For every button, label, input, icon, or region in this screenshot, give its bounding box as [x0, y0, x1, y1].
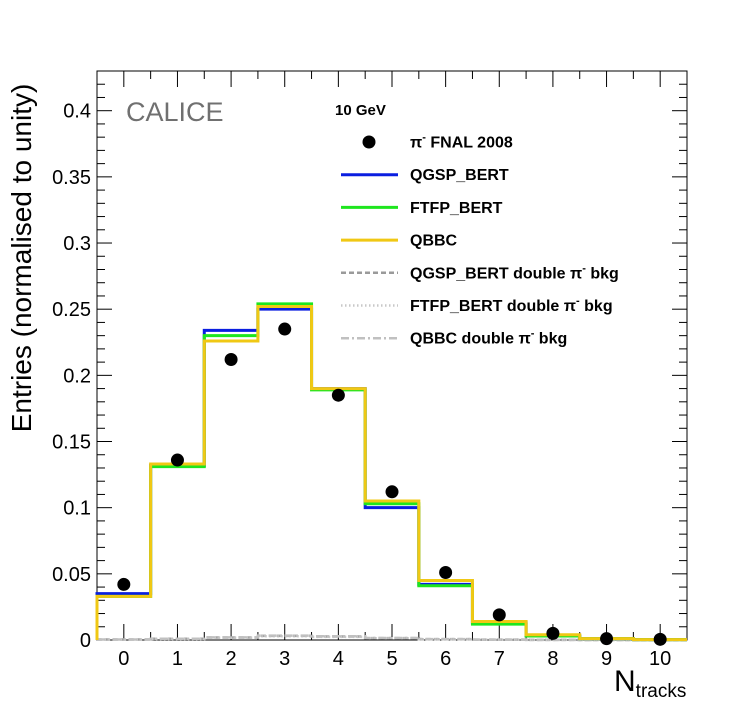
data-point	[278, 322, 292, 336]
legend-label-main: QGSP_BERT	[410, 167, 509, 184]
legend-entry: QBBC	[341, 233, 458, 250]
legend-label-main: QBBC double π	[410, 331, 531, 348]
legend-label-sup: -	[582, 262, 586, 274]
data-point	[117, 577, 131, 591]
data-points	[117, 322, 667, 646]
y-tick-label: 0.3	[63, 233, 91, 255]
legend-label-main: FTFP_BERT	[410, 200, 503, 217]
y-tick-label: 0.25	[52, 299, 91, 321]
legend-entry: FTFP_BERT double π- bkg	[341, 295, 613, 315]
legend-entry: QBBC double π- bkg	[341, 328, 567, 348]
y-tick-label: 0.05	[52, 564, 91, 586]
y-tick-label: 0.2	[63, 365, 91, 387]
y-tick-label: 0.4	[63, 101, 91, 123]
x-tick-label: 8	[547, 648, 558, 670]
x-tick-labels: 0 1 2 3 4 5 6 7 8 9 10	[118, 648, 671, 670]
data-point	[331, 388, 345, 402]
x-tick-label: 7	[494, 648, 505, 670]
data-point	[170, 453, 184, 467]
legend-label: FTFP_BERT double π- bkg	[410, 295, 613, 315]
data-point	[546, 626, 560, 640]
legend-label: QGSP_BERT	[410, 167, 509, 184]
legend-label-rest: bkg	[534, 331, 567, 348]
x-tick-label: 6	[440, 648, 451, 670]
data-point	[653, 632, 667, 646]
legend-label: QGSP_BERT double π- bkg	[410, 262, 619, 282]
y-tick-label: 0.1	[63, 498, 91, 520]
y-tick-label: 0	[80, 630, 91, 652]
legend-label-main: QBBC	[410, 233, 458, 250]
legend-label-rest: bkg	[580, 298, 613, 315]
y-tick-label: 0.15	[52, 432, 91, 454]
data-point	[600, 632, 614, 646]
x-tick-label: 2	[226, 648, 237, 670]
major-ticks	[97, 71, 687, 641]
x-tick-label: 1	[172, 648, 183, 670]
x-tick-label: 9	[601, 648, 612, 670]
data-point	[439, 566, 453, 580]
energy-label: 10 GeV	[335, 102, 386, 119]
x-tick-label: 4	[333, 648, 344, 670]
calice-watermark: CALICE	[126, 97, 224, 127]
x-tick-label: 5	[386, 648, 397, 670]
legend-label-main: FTFP_BERT double π	[410, 298, 576, 315]
y-axis-title: Entries (normalised to unity)	[6, 84, 37, 433]
series-qbbc	[95, 305, 687, 642]
legend-label-main: QGSP_BERT double π	[410, 265, 582, 282]
legend-label: QBBC double π- bkg	[410, 328, 567, 348]
legend-label: QBBC	[410, 233, 458, 250]
x-tick-label: 0	[118, 648, 129, 670]
legend-label-sup: -	[422, 132, 426, 144]
data-point	[224, 352, 238, 366]
x-axis-title-subscript: tracks	[636, 681, 687, 702]
x-tick-label: 10	[649, 648, 671, 670]
legend-label-main: π	[410, 135, 422, 152]
legend-label-rest: bkg	[586, 265, 619, 282]
legend-entry: QGSP_BERT	[341, 167, 509, 184]
legend-marker	[362, 135, 376, 149]
legend-label-sup: -	[576, 295, 580, 307]
data-point	[385, 485, 399, 499]
x-tick-label: 3	[279, 648, 290, 670]
x-axis-title: Ntracks	[614, 665, 686, 702]
legend-label: FTFP_BERT	[410, 200, 503, 217]
y-tick-label: 0.35	[52, 167, 91, 189]
data-point	[492, 608, 506, 622]
simulation-series	[95, 302, 687, 642]
x-axis-title-main: N	[614, 665, 636, 698]
legend-entry: QGSP_BERT double π- bkg	[341, 262, 619, 282]
legend-entry: FTFP_BERT	[341, 200, 503, 217]
y-tick-labels: 0 0.05 0.1 0.15 0.2 0.25 0.3 0.35 0.4	[52, 101, 91, 652]
legend-label: π- FNAL 2008	[410, 132, 513, 152]
legend-entry: π- FNAL 2008	[362, 132, 513, 152]
legend-label-sup: -	[531, 328, 535, 340]
legend: π- FNAL 2008QGSP_BERTFTFP_BERTQBBCQGSP_B…	[341, 132, 619, 348]
legend-label-rest: FNAL 2008	[426, 135, 513, 152]
